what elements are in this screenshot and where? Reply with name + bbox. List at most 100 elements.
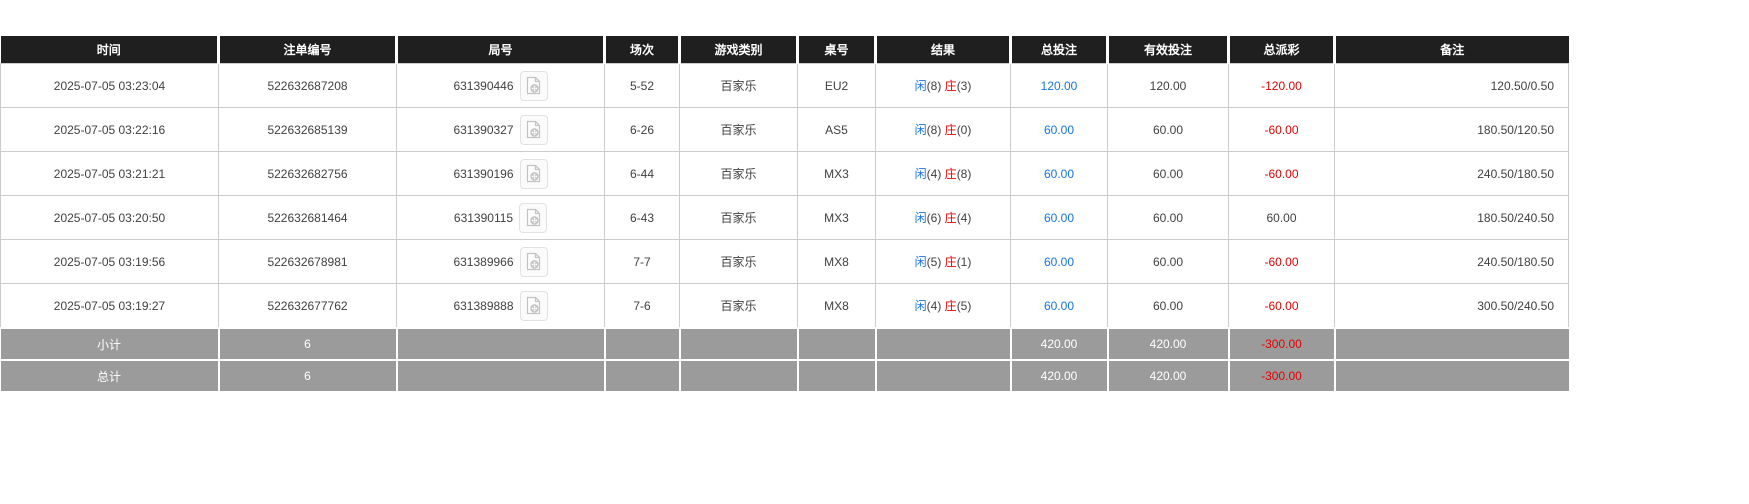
grand-total-row-empty-session bbox=[603, 359, 680, 391]
remark-cell: 180.50/240.50 bbox=[1334, 195, 1569, 240]
total-payout-cell: -60.00 bbox=[1228, 283, 1335, 329]
result-player-label: 闲 bbox=[914, 255, 927, 269]
remark-cell: 180.50/120.50 bbox=[1334, 107, 1569, 152]
table-row: 2025-07-05 03:21:21 522632682756 631390196… bbox=[0, 151, 1569, 196]
total-bet-link[interactable]: 60.00 bbox=[1043, 210, 1075, 225]
total-payout-cell: -60.00 bbox=[1228, 239, 1335, 284]
result-banker-label: 庄 bbox=[944, 123, 957, 137]
session-cell: 6-26 bbox=[604, 107, 680, 152]
bet-id-cell: 522632677762 bbox=[218, 283, 397, 329]
round-number: 631389888 bbox=[453, 298, 514, 313]
result-banker-label: 庄 bbox=[944, 79, 957, 93]
video-replay-button[interactable] bbox=[519, 114, 548, 145]
total-payout-cell: 60.00 bbox=[1228, 195, 1335, 240]
result-banker-score: (4) bbox=[956, 211, 972, 225]
round-number: 631390115 bbox=[453, 210, 514, 225]
video-record-icon bbox=[526, 252, 541, 271]
result-cell: 闲(8) 庄(3) bbox=[875, 63, 1011, 108]
result-player-score: (5) bbox=[926, 255, 942, 269]
valid-bet-cell: 60.00 bbox=[1107, 151, 1229, 196]
grand-total-row: 总计 6 420.00 420.00 -300.00 bbox=[0, 359, 1569, 391]
valid-bet-cell: 120.00 bbox=[1107, 63, 1229, 108]
result-player-score: (4) bbox=[926, 299, 942, 313]
total-bet-link[interactable]: 120.00 bbox=[1040, 78, 1078, 93]
column-header-game_type: 游戏类别 bbox=[678, 36, 798, 64]
result-cell: 闲(8) 庄(0) bbox=[875, 107, 1011, 152]
result-cell: 闲(4) 庄(5) bbox=[875, 283, 1011, 329]
round-id-cell: 631390446 bbox=[396, 63, 605, 108]
table-row: 2025-07-05 03:22:16 522632685139 631390327… bbox=[0, 107, 1569, 152]
grand-total-row-valid-bet: 420.00 bbox=[1106, 359, 1229, 391]
round-id-content: 631390115 bbox=[453, 202, 548, 233]
subtotal-row-empty-remark bbox=[1333, 327, 1569, 360]
table-no-cell: EU2 bbox=[797, 63, 876, 108]
video-replay-button[interactable] bbox=[519, 246, 548, 277]
round-id-content: 631390196 bbox=[453, 158, 548, 189]
subtotal-row-empty-session bbox=[603, 327, 680, 360]
column-header-valid_bet: 有效投注 bbox=[1106, 36, 1229, 64]
session-cell: 7-7 bbox=[604, 239, 680, 284]
grand-total-row-total-payout: -300.00 bbox=[1227, 359, 1335, 391]
game-type-cell: 百家乐 bbox=[679, 239, 798, 284]
remark-cell: 300.50/240.50 bbox=[1334, 283, 1569, 329]
total-bet-link[interactable]: 60.00 bbox=[1043, 166, 1075, 181]
subtotal-row-count: 6 bbox=[217, 327, 397, 360]
subtotal-row-empty-table-no bbox=[796, 327, 876, 360]
total-payout-cell: -120.00 bbox=[1228, 63, 1335, 108]
result-banker-score: (3) bbox=[956, 79, 972, 93]
game-type-cell: 百家乐 bbox=[679, 283, 798, 329]
result-banker-label: 庄 bbox=[944, 299, 957, 313]
table-row: 2025-07-05 03:20:50 522632681464 631390115… bbox=[0, 195, 1569, 240]
video-replay-button[interactable] bbox=[519, 290, 548, 321]
round-id-content: 631389966 bbox=[453, 246, 548, 277]
video-record-icon bbox=[526, 208, 540, 227]
game-type-cell: 百家乐 bbox=[679, 151, 798, 196]
result-banker-score: (0) bbox=[956, 123, 972, 137]
column-header-round_id: 局号 bbox=[395, 36, 605, 64]
total-bet-cell: 120.00 bbox=[1010, 63, 1108, 108]
result-player-label: 闲 bbox=[914, 167, 927, 181]
round-number: 631390196 bbox=[453, 166, 514, 181]
round-id-cell: 631389966 bbox=[396, 239, 605, 284]
game-type-cell: 百家乐 bbox=[679, 195, 798, 240]
column-header-result: 结果 bbox=[874, 36, 1011, 64]
grand-total-row-label: 总计 bbox=[0, 359, 219, 391]
column-header-time: 时间 bbox=[0, 36, 219, 64]
video-replay-button[interactable] bbox=[519, 202, 548, 233]
result-player-score: (4) bbox=[926, 167, 942, 181]
grand-total-row-empty-round bbox=[395, 359, 605, 391]
total-bet-link[interactable]: 60.00 bbox=[1043, 298, 1075, 313]
bet-id-cell: 522632685139 bbox=[218, 107, 397, 152]
table-no-cell: MX8 bbox=[797, 283, 876, 329]
column-header-remark: 备注 bbox=[1333, 36, 1569, 64]
subtotal-row-total-payout: -300.00 bbox=[1227, 327, 1335, 360]
result-banker-score: (1) bbox=[956, 255, 972, 269]
total-bet-link[interactable]: 60.00 bbox=[1043, 254, 1075, 269]
column-header-bet_id: 注单编号 bbox=[217, 36, 397, 64]
table-row: 2025-07-05 03:19:56 522632678981 631389966… bbox=[0, 239, 1569, 284]
video-replay-button[interactable] bbox=[519, 158, 548, 189]
grand-total-row-empty-remark bbox=[1333, 359, 1569, 391]
result-banker-label: 庄 bbox=[944, 255, 957, 269]
column-header-total_bet: 总投注 bbox=[1009, 36, 1108, 64]
time-cell: 2025-07-05 03:21:21 bbox=[0, 151, 219, 196]
session-cell: 6-44 bbox=[604, 151, 680, 196]
subtotal-row-empty-result bbox=[874, 327, 1011, 360]
bet-id-cell: 522632682756 bbox=[218, 151, 397, 196]
total-bet-cell: 60.00 bbox=[1010, 283, 1108, 329]
round-id-cell: 631389888 bbox=[396, 283, 605, 329]
round-number: 631389966 bbox=[453, 254, 514, 269]
column-header-session: 场次 bbox=[603, 36, 680, 64]
result-banker-score: (5) bbox=[956, 299, 972, 313]
round-id-content: 631390446 bbox=[453, 70, 548, 101]
result-cell: 闲(5) 庄(1) bbox=[875, 239, 1011, 284]
table-header-row: 时间 注单编号 局号 场次 游戏类别 桌号 结果 总投注 有效投注 总派彩 备注 bbox=[0, 36, 1569, 64]
total-bet-link[interactable]: 60.00 bbox=[1043, 122, 1075, 137]
round-id-cell: 631390327 bbox=[396, 107, 605, 152]
bet-id-cell: 522632681464 bbox=[218, 195, 397, 240]
video-replay-button[interactable] bbox=[519, 70, 548, 101]
time-cell: 2025-07-05 03:19:56 bbox=[0, 239, 219, 284]
table-row: 2025-07-05 03:23:04 522632687208 631390446… bbox=[0, 63, 1569, 108]
bet-id-cell: 522632678981 bbox=[218, 239, 397, 284]
